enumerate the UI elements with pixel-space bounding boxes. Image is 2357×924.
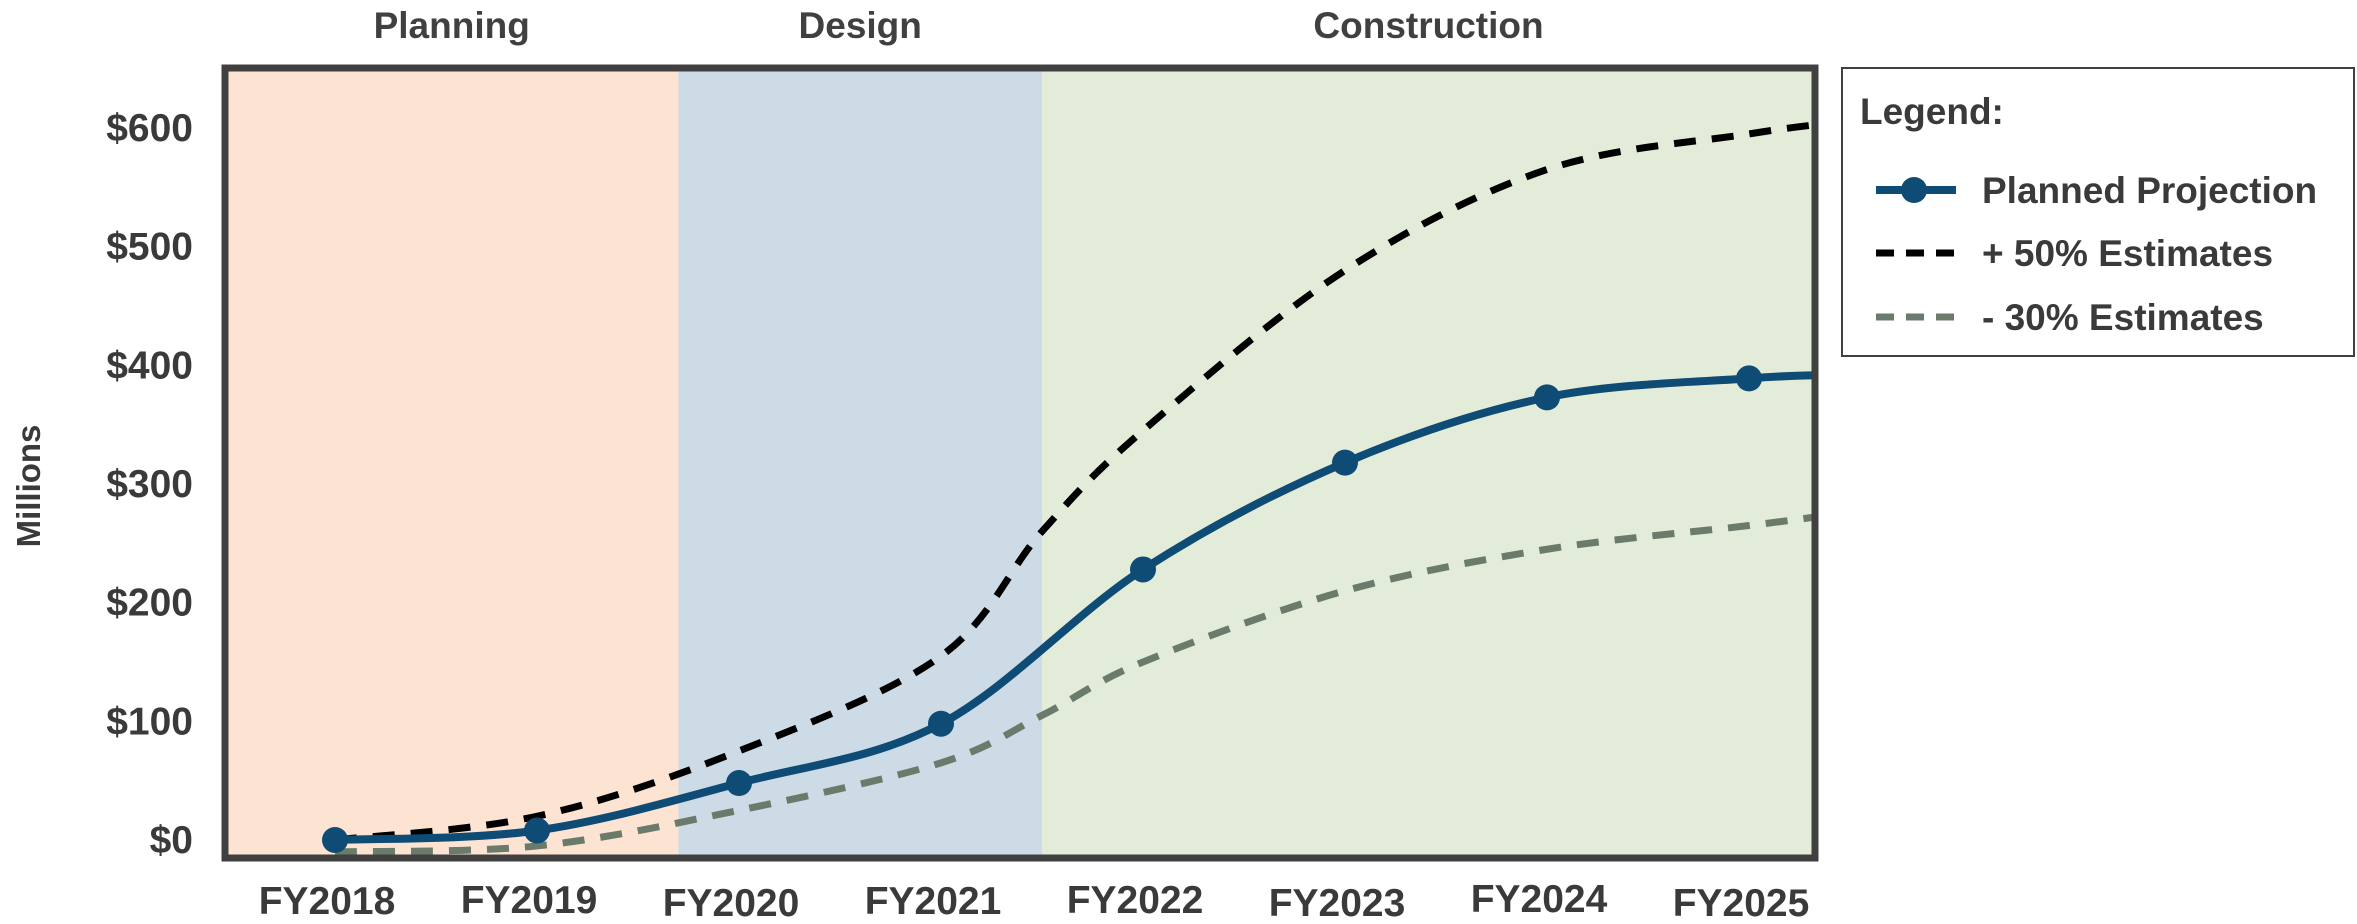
y-tick-label: $200 [106, 582, 193, 625]
data-point-planned-projection-fy2020 [726, 770, 752, 797]
y-tick-label: $500 [106, 226, 193, 269]
x-tick-label: FY2021 [865, 880, 1002, 923]
data-point-planned-projection-fy2019 [524, 817, 550, 844]
legend-title: Legend: [1860, 91, 2004, 132]
legend-label: + 50% Estimates [1982, 233, 2273, 274]
y-tick-label: $100 [106, 700, 193, 743]
legend-item-50-estimates: + 50% Estimates [1876, 233, 2273, 274]
data-point-planned-projection-fy2021 [928, 710, 954, 737]
x-tick-label: FY2019 [461, 879, 598, 922]
phase-bands [225, 68, 1815, 858]
legend-items: Planned Projection + 50% Estimates - 30% E… [1876, 170, 2317, 338]
phase-labels: Planning Design Construction [374, 5, 1544, 46]
x-tick-label: FY2022 [1067, 879, 1204, 922]
series-line-30-estimates [334, 513, 1815, 856]
y-tick-label: $400 [106, 344, 193, 387]
series-line-planned-projection [334, 371, 1815, 844]
plot-frame [221, 64, 1819, 862]
data-point-planned-projection-fy2022 [1130, 556, 1156, 583]
y-axis-tick-labels: $0 $100 $200 $300 $400 $500 $600 [106, 107, 193, 862]
legend-item-planned-projection: Planned Projection [1876, 170, 2317, 211]
x-axis-tick-labels: FY2018 FY2019 FY2020 FY2021 FY2022 FY2023 FY20… [259, 878, 1810, 924]
data-point-planned-projection-fy2018 [322, 827, 348, 853]
phase-label-planning: Planning [374, 5, 530, 46]
x-tick-label: FY2025 [1673, 882, 1810, 924]
data-point-planned-projection-fy2025 [1736, 365, 1762, 392]
legend-item-30-estimates: - 30% Estimates [1876, 297, 2264, 338]
phase-band-planning [225, 68, 679, 858]
legend-box [1841, 67, 2355, 357]
y-tick-label: $300 [106, 463, 193, 506]
x-tick-label: FY2020 [663, 882, 800, 924]
legend: Legend: Planned Projection + 50% Estimate… [1841, 67, 2355, 357]
data-point-planned-projection-fy2023 [1332, 449, 1358, 476]
y-tick-label: $0 [150, 819, 193, 862]
legend-label: Planned Projection [1982, 170, 2317, 211]
data-point-planned-projection-fy2024 [1534, 384, 1560, 411]
x-tick-label: FY2023 [1269, 882, 1406, 924]
x-tick-label: FY2018 [259, 880, 396, 923]
y-tick-label: $600 [106, 107, 193, 150]
legend-swatch-marker [1901, 177, 1927, 203]
x-tick-label: FY2024 [1471, 878, 1608, 921]
phase-label-construction: Construction [1313, 5, 1543, 46]
phase-band-design [678, 68, 1042, 858]
legend-label: - 30% Estimates [1982, 297, 2264, 338]
y-axis-title: Millions [10, 425, 47, 548]
phase-label-design: Design [799, 5, 922, 46]
series-layer [322, 121, 1815, 856]
phase-band-construction [1042, 68, 1815, 858]
